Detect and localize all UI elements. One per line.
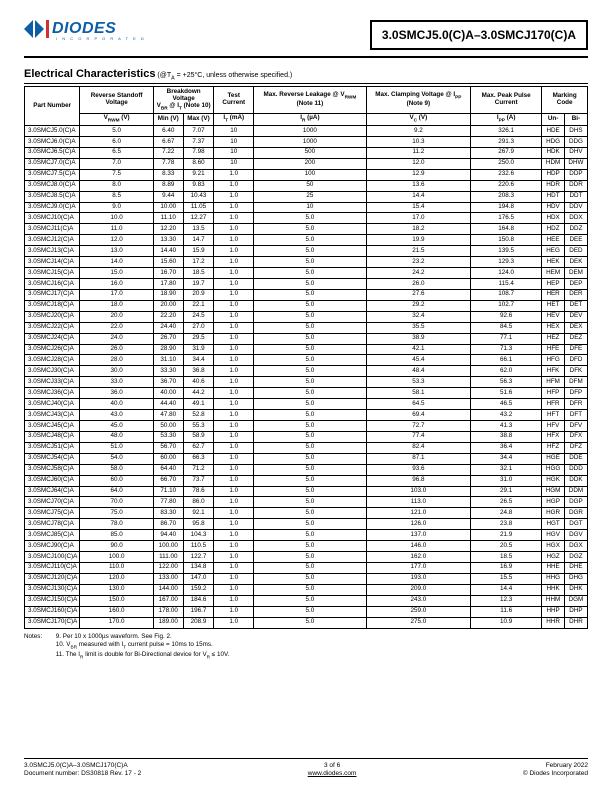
table-row: 3.0SMCJ11(C)A11.012.2013.51.05.018.2164.… — [25, 224, 588, 235]
table-row: 3.0SMCJ15(C)A15.016.7018.51.05.024.2124.… — [25, 268, 588, 279]
table-row: 3.0SMCJ90(C)A90.0100.00110.51.05.0146.02… — [25, 541, 588, 552]
table-row: 3.0SMCJ58(C)A58.064.4071.21.05.093.632.1… — [25, 464, 588, 475]
table-row: 3.0SMCJ17(C)A17.018.9020.91.05.027.6108.… — [25, 289, 588, 300]
table-row: 3.0SMCJ85(C)A85.094.40104.31.05.0137.021… — [25, 530, 588, 541]
section-title: Electrical Characteristics (@TA = +25°C,… — [24, 68, 588, 84]
footer-right: February 2022 © Diodes Incorporated — [523, 762, 588, 778]
table-row: 3.0SMCJ78(C)A78.086.7095.81.05.0126.023.… — [25, 519, 588, 530]
col-it: IT (mA) — [214, 113, 254, 125]
footer-center: 3 of 6 www.diodes.com — [308, 762, 357, 778]
table-row: 3.0SMCJ9.0(C)A9.010.0011.051.01015.4194.… — [25, 202, 588, 213]
table-row: 3.0SMCJ20(C)A20.022.2024.51.05.032.492.6… — [25, 311, 588, 322]
table-row: 3.0SMCJ8.0(C)A8.08.899.831.05013.6220.6H… — [25, 180, 588, 191]
table-row: 3.0SMCJ28(C)A28.031.1034.41.05.045.466.1… — [25, 355, 588, 366]
col-ipp-h: Max. Peak Pulse Current — [471, 87, 542, 113]
notes-body: 9. Per 10 x 1000µs waveform. See Fig. 2.… — [56, 633, 230, 662]
table-row: 3.0SMCJ130(C)A130.0144.00159.21.05.0209.… — [25, 584, 588, 595]
col-ir-h: Max. Reverse Leakage @ VRWM (Note 11) — [254, 87, 366, 113]
table-row: 3.0SMCJ36(C)A36.040.0044.21.05.058.151.6… — [25, 388, 588, 399]
table-row: 3.0SMCJ33(C)A33.036.7040.61.05.053.356.3… — [25, 377, 588, 388]
col-min: Min (V) — [153, 113, 183, 125]
col-max: Max (V) — [183, 113, 214, 125]
notes-label: Notes: — [24, 633, 54, 641]
table-row: 3.0SMCJ120(C)A120.0133.00147.01.05.0193.… — [25, 573, 588, 584]
logo: DIODES I N C O R P O R A T E D — [24, 20, 146, 41]
table-row: 3.0SMCJ60(C)A60.066.7073.71.05.096.831.0… — [25, 475, 588, 486]
logo-subtext: I N C O R P O R A T E D — [56, 36, 146, 41]
table-row: 3.0SMCJ7.5(C)A7.58.339.211.010012.9232.6… — [25, 169, 588, 180]
table-row: 3.0SMCJ64(C)A64.071.1078.61.05.0103.029.… — [25, 486, 588, 497]
characteristics-table: Part Number Reverse Standoff Voltage Bre… — [24, 86, 588, 628]
col-uni: Un- — [542, 113, 565, 125]
table-row: 3.0SMCJ75(C)A75.083.3092.11.05.0121.024.… — [25, 508, 588, 519]
page-header: DIODES I N C O R P O R A T E D 3.0SMCJ5.… — [24, 20, 588, 58]
table-row: 3.0SMCJ43(C)A43.047.8052.81.05.069.443.2… — [25, 410, 588, 421]
col-vrwm-h: Reverse Standoff Voltage — [80, 87, 154, 113]
table-row: 3.0SMCJ22(C)A22.024.4027.01.05.035.584.5… — [25, 322, 588, 333]
col-vc-h: Max. Clamping Voltage @ IPP (Note 9) — [366, 87, 470, 113]
table-row: 3.0SMCJ51(C)A51.056.7062.71.05.082.436.4… — [25, 442, 588, 453]
section-title-text: Electrical Characteristics — [24, 68, 155, 80]
table-row: 3.0SMCJ6.5(C)A6.57.227.981050011.2267.9H… — [25, 147, 588, 158]
table-row: 3.0SMCJ150(C)A150.0167.00184.61.05.0243.… — [25, 595, 588, 606]
table-row: 3.0SMCJ54(C)A54.060.0066.31.05.087.134.4… — [25, 453, 588, 464]
footer-left: 3.0SMCJ5.0(C)A–3.0SMCJ170(C)A Document n… — [24, 762, 141, 778]
col-vrwm: VRWM (V) — [80, 113, 154, 125]
table-row: 3.0SMCJ110(C)A110.0122.00134.81.05.0177.… — [25, 562, 588, 573]
col-bi: Bi- — [564, 113, 587, 125]
table-row: 3.0SMCJ10(C)A10.011.1012.271.05.017.0176… — [25, 213, 588, 224]
col-vc: VC (V) — [366, 113, 470, 125]
footer-date: February 2022 — [523, 762, 588, 770]
table-row: 3.0SMCJ24(C)A24.026.7029.51.05.038.977.1… — [25, 333, 588, 344]
notes: Notes: 9. Per 10 x 1000µs waveform. See … — [24, 633, 588, 662]
part-number-title: 3.0SMCJ5.0(C)A–3.0SMCJ170(C)A — [370, 20, 588, 50]
table-row: 3.0SMCJ45(C)A45.050.0055.31.05.072.741.3… — [25, 421, 588, 432]
col-it-h: Test Current — [214, 87, 254, 113]
col-part-number: Part Number — [25, 87, 80, 126]
table-row: 3.0SMCJ7.0(C)A7.07.788.601020012.0250.0H… — [25, 158, 588, 169]
footer-part: 3.0SMCJ5.0(C)A–3.0SMCJ170(C)A — [24, 762, 141, 770]
table-row: 3.0SMCJ16(C)A16.017.8019.71.05.026.0115.… — [25, 279, 588, 290]
footer-doc: Document number: DS30818 Rev. 17 - 2 — [24, 770, 141, 778]
table-row: 3.0SMCJ160(C)A160.0178.00196.71.05.0259.… — [25, 606, 588, 617]
table-row: 3.0SMCJ100(C)A100.0111.00122.71.05.0162.… — [25, 552, 588, 563]
page-footer: 3.0SMCJ5.0(C)A–3.0SMCJ170(C)A Document n… — [24, 758, 588, 778]
table-row: 3.0SMCJ8.5(C)A8.59.4410.431.02514.4208.3… — [25, 191, 588, 202]
table-row: 3.0SMCJ170(C)A170.0189.00208.91.05.0275.… — [25, 617, 588, 628]
table-row: 3.0SMCJ6.0(C)A6.06.677.3710100010.3291.3… — [25, 137, 588, 148]
table-row: 3.0SMCJ18(C)A18.020.0022.11.05.029.2102.… — [25, 300, 588, 311]
table-row: 3.0SMCJ30(C)A30.033.3036.81.05.048.462.0… — [25, 366, 588, 377]
table-row: 3.0SMCJ12(C)A12.013.3014.71.05.019.9150.… — [25, 235, 588, 246]
table-row: 3.0SMCJ14(C)A14.015.6017.21.05.023.2129.… — [25, 257, 588, 268]
col-breakdown-h: Breakdown VoltageVBR @ IT (Note 10) — [153, 87, 213, 113]
table-row: 3.0SMCJ70(C)A70.077.8086.01.05.0113.026.… — [25, 497, 588, 508]
col-ir: IR (µA) — [254, 113, 366, 125]
table-row: 3.0SMCJ13(C)A13.014.4015.91.05.021.5139.… — [25, 246, 588, 257]
table-row: 3.0SMCJ5.0(C)A5.06.407.071010009.2326.1H… — [25, 126, 588, 137]
table-row: 3.0SMCJ40(C)A40.044.4049.11.05.064.546.5… — [25, 399, 588, 410]
table-row: 3.0SMCJ48(C)A48.053.3058.91.05.077.438.8… — [25, 431, 588, 442]
footer-copyright: © Diodes Incorporated — [523, 770, 588, 778]
col-ipp: IPP (A) — [471, 113, 542, 125]
footer-page: 3 of 6 — [308, 762, 357, 770]
logo-icon — [24, 20, 52, 38]
col-breakdown-sub: VBR @ IT (Note 10) — [157, 102, 211, 109]
col-marking-h: Marking Code — [542, 87, 588, 113]
footer-url: www.diodes.com — [308, 770, 357, 778]
table-row: 3.0SMCJ26(C)A26.028.9031.91.05.042.171.3… — [25, 344, 588, 355]
